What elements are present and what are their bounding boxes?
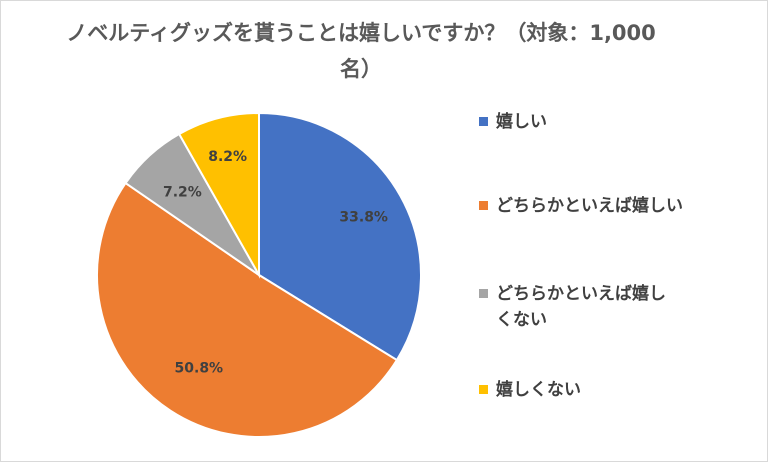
legend-label: 嬉しい xyxy=(496,112,547,132)
legend-swatch xyxy=(479,117,488,126)
legend-item-dochiraka-ureshikunai: どちらかといえば嬉しくない xyxy=(479,281,679,333)
pie-data-labels: 33.8% 50.8% 7.2% 8.2% xyxy=(163,149,388,376)
data-label-dochiraka-ureshii: 50.8% xyxy=(175,360,224,376)
legend-label: 嬉しくない xyxy=(496,380,581,400)
legend-label: どちらかといえば嬉しい xyxy=(496,196,683,216)
chart-title: ノベルティグッズを貰うことは嬉しいですか？（対象：1,000名） xyxy=(66,21,656,81)
legend-swatch xyxy=(479,289,488,298)
legend-item-ureshikunai: 嬉しくない xyxy=(479,377,759,403)
legend-swatch xyxy=(479,385,488,394)
data-label-dochiraka-ureshikunai: 7.2% xyxy=(163,184,202,200)
slice-ureshikunai xyxy=(177,111,260,279)
legend-item-ureshii: 嬉しい xyxy=(479,109,759,135)
data-label-ureshii: 33.8% xyxy=(339,210,388,226)
legend-swatch xyxy=(479,201,488,210)
legend-item-dochiraka-ureshii: どちらかといえば嬉しい xyxy=(479,193,759,219)
data-label-ureshikunai: 8.2% xyxy=(208,149,247,165)
legend-label: どちらかといえば嬉しくない xyxy=(496,284,666,330)
slice-dochiraka-ureshii xyxy=(96,181,399,438)
slice-ureshii xyxy=(258,111,422,362)
pie-slices xyxy=(96,111,422,438)
